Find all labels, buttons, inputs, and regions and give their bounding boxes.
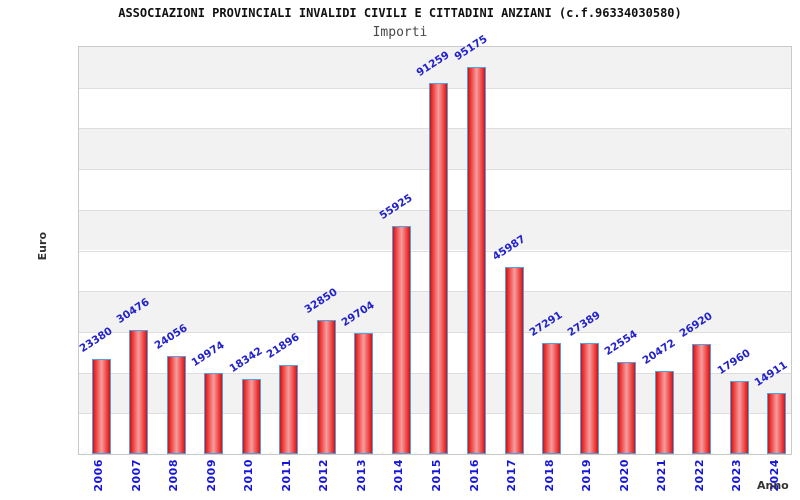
x-tick-label: 2015 [429, 459, 443, 492]
x-tick-label: 2020 [617, 459, 631, 492]
x-tick-label: 2010 [242, 459, 256, 492]
x-tick-label: 2006 [92, 459, 105, 492]
x-tick-label: 2012 [317, 459, 331, 492]
x-axis-title: Anno [757, 479, 789, 492]
bar-2008 [166, 356, 186, 454]
x-tick-label: 2018 [542, 459, 556, 492]
bar-2022 [692, 344, 712, 454]
x-tick-label: 2009 [204, 459, 218, 492]
x-tick-label: 2021 [655, 459, 669, 492]
bar-2017 [504, 266, 524, 454]
chart-subtitle: Importi [372, 25, 428, 40]
bar-2010 [241, 379, 261, 454]
plot-band [79, 47, 791, 88]
bar-2011 [279, 364, 299, 454]
x-tick-label: 2023 [730, 459, 744, 492]
x-tick-label: 2016 [467, 459, 481, 492]
chart-title: ASSOCIAZIONI PROVINCIALI INVALIDI CIVILI… [118, 6, 682, 20]
bar-2019 [579, 342, 599, 454]
x-tick-label: 2008 [167, 459, 181, 492]
bar-2012 [316, 320, 336, 454]
x-tick-label: 2019 [580, 459, 594, 492]
x-tick-label: 2013 [354, 459, 368, 492]
x-tick-label: 2017 [505, 459, 519, 492]
bar-2016 [467, 66, 486, 454]
bar-2007 [129, 329, 149, 454]
bar-2020 [617, 362, 637, 454]
bar-2018 [542, 342, 562, 454]
bar-2024 [767, 393, 787, 454]
bar-2009 [204, 372, 224, 454]
x-tick-label: 2007 [129, 459, 143, 492]
y-axis-title: Euro [36, 232, 49, 261]
bar-2013 [354, 333, 374, 454]
x-tick-label: 2014 [392, 459, 406, 492]
bar-2023 [729, 380, 749, 454]
plot-area: 23380 30476 24056 19974 18342 21896 32850 29704… [77, 33, 792, 455]
bar-2021 [654, 370, 674, 454]
x-tick-label: 2022 [692, 459, 706, 492]
bar-2014 [391, 226, 411, 454]
x-tick-label: 2011 [279, 459, 293, 492]
bar-2015 [429, 82, 449, 454]
bar-2006 [91, 358, 111, 454]
